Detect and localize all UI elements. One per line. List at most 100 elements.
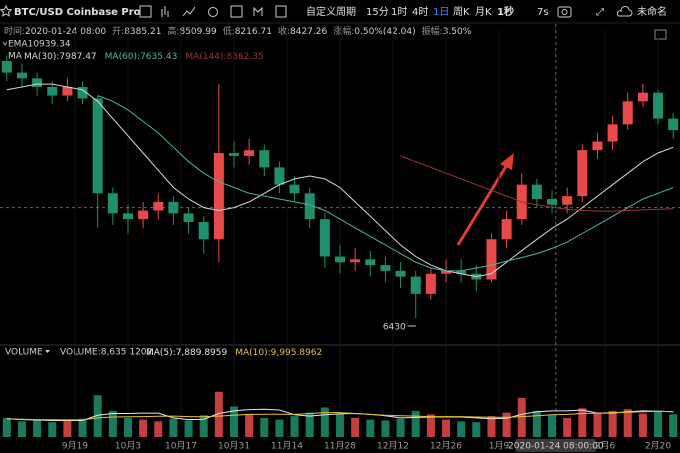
x-tick-label: 12月12 [377, 441, 409, 452]
x-tick-label: 2月6 [595, 441, 616, 452]
candle-body [653, 92, 664, 119]
info-value: 2020-01-24 08:00 [25, 27, 106, 37]
x-tick-label: 2月20 [645, 441, 671, 452]
candle-body [32, 78, 43, 87]
annotation-arrow [456, 162, 510, 246]
volume-bar [169, 418, 178, 437]
layout-name[interactable]: 未命名 [637, 5, 667, 18]
volume-bar [214, 391, 223, 437]
volume-bar [487, 416, 496, 437]
candle-body [77, 86, 88, 99]
volume-bar [578, 408, 587, 437]
x-tick-label: 12月26 [430, 441, 462, 452]
info-label: 涨幅: [333, 25, 354, 37]
volume-bar [229, 406, 238, 437]
interval-button[interactable]: 月K [475, 6, 492, 18]
annotation-arrowhead [500, 153, 514, 170]
info-label: 开: [112, 26, 124, 37]
fullscreen-icon[interactable]: ⤢ [596, 7, 604, 18]
panel-icon[interactable] [654, 29, 667, 40]
crosshair-label: 2020-01-24 08:00:00 [508, 442, 604, 452]
info-value: 0.50%(42.04) [354, 27, 415, 37]
compare-icon[interactable] [139, 5, 152, 18]
volume-bar [139, 419, 148, 437]
volume-ma-line [6, 410, 674, 421]
volume-bar [199, 415, 208, 437]
interval-button[interactable]: 4时 [412, 6, 428, 18]
settings-icon[interactable] [208, 7, 218, 17]
calendar-icon[interactable] [230, 5, 243, 18]
snapshot-icon[interactable] [557, 6, 572, 18]
candle-body [577, 150, 588, 197]
candle-body [668, 118, 679, 131]
volume-bar [260, 417, 269, 437]
symbol[interactable]: BTC/USD Coinbase Pro [14, 7, 141, 18]
candle-body [289, 184, 300, 194]
candle-body [228, 153, 239, 156]
volume-bar [472, 422, 481, 437]
toolbar: BTC/USD Coinbase Pro ⤢ 未命名 7s [0, 4, 667, 18]
x-tick-label: 11月28 [324, 441, 356, 452]
interval-button[interactable]: 1日 [433, 7, 449, 18]
volume-bar [623, 409, 632, 437]
interval-button[interactable]: 1秒 [497, 5, 514, 18]
volume-title: VOLUME [5, 348, 43, 358]
template-icon[interactable] [253, 6, 263, 16]
candle-body [486, 239, 497, 280]
volume-bar [93, 395, 102, 437]
candle-body [441, 270, 452, 274]
candle-body [107, 193, 118, 214]
indicator-title: MA [8, 52, 23, 62]
chart-type-icon[interactable] [161, 6, 169, 17]
volume-bar [17, 421, 26, 437]
candle-body [47, 86, 58, 96]
interval-button[interactable]: 周K [453, 6, 470, 18]
collapse-icon[interactable] [2, 41, 8, 46]
info-label: 高: [167, 25, 179, 37]
favorite-icon[interactable] [0, 4, 13, 17]
volume-bar [608, 410, 617, 437]
volume-bar [123, 417, 132, 437]
candle-body [1, 61, 12, 73]
legend-entry: MA(10):9,995.8962 [235, 348, 322, 358]
volume-bar [502, 412, 511, 437]
volume-bar [457, 421, 466, 437]
interval-button[interactable]: 1时 [391, 6, 407, 18]
candle-body [547, 199, 558, 205]
volume-bar [245, 414, 254, 437]
save-icon[interactable] [275, 5, 287, 18]
info-value: 8385.21 [124, 27, 161, 37]
x-tick-label: 9月19 [62, 441, 88, 452]
candle-body [122, 213, 133, 220]
legend: MA(30):7987.47 MA(60):7635.43 MA(144):8362… [24, 52, 264, 62]
candle-body [319, 219, 330, 257]
info-value: 8216.71 [235, 27, 272, 37]
candle-body [592, 141, 603, 151]
x-tick-label: 10月3 [115, 441, 141, 452]
legend-entry: MA(144):8362.35 [185, 52, 263, 62]
cloud-icon[interactable] [616, 6, 633, 17]
candle-body [62, 86, 73, 96]
volume-dropdown[interactable] [45, 350, 50, 353]
candle-body [380, 265, 391, 271]
ma-line [6, 83, 674, 278]
indicator-icon[interactable] [182, 6, 196, 17]
interval-button[interactable]: 15分 [366, 6, 389, 18]
candle-body [622, 101, 633, 125]
volume-bar [305, 412, 314, 437]
candle-body [410, 276, 421, 294]
candle-body [168, 201, 179, 214]
low-label: 6430 [383, 322, 406, 332]
legend-entry: MA(5):7,889.8959 [146, 348, 228, 358]
interval-button[interactable]: 自定义周期 [306, 5, 356, 18]
volume-bar [381, 420, 390, 437]
volume-bar [396, 418, 405, 437]
candle-body [213, 153, 224, 240]
x-tick-label: 10月17 [165, 441, 197, 452]
volume-bar [548, 415, 557, 437]
volume-bar [638, 413, 647, 437]
candle-body [562, 196, 573, 205]
crosshair-label-bg [515, 439, 596, 452]
candle-body [335, 256, 345, 263]
ema-label: EMA10939.34 [8, 40, 71, 50]
